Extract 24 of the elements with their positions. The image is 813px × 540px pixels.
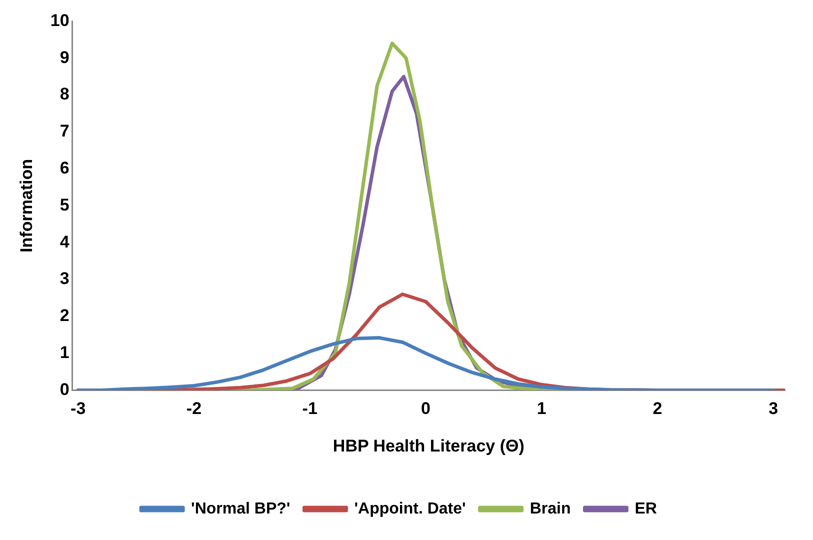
y-tick-label: 9 xyxy=(60,48,70,67)
x-tick-label: -3 xyxy=(70,399,86,418)
y-tick-label: 1 xyxy=(60,342,70,362)
y-tick-label: 10 xyxy=(50,10,70,30)
x-tick-label: 3 xyxy=(768,399,778,418)
legend-label: Brain xyxy=(530,500,571,518)
y-tick-label: 3 xyxy=(60,269,70,288)
x-axis-title: HBP Health Literacy (Θ) xyxy=(332,436,524,456)
y-tick-label: 2 xyxy=(60,306,70,326)
legend-label: 'Appoint. Date' xyxy=(354,500,466,518)
y-tick-label: 4 xyxy=(60,232,70,252)
x-tick-label: -1 xyxy=(302,399,318,418)
x-tick-label: 0 xyxy=(421,399,430,418)
y-axis-title: Information xyxy=(16,158,36,252)
legend-label: 'Normal BP?' xyxy=(191,500,290,518)
y-tick-label: 8 xyxy=(60,84,70,104)
y-tick-label: 0 xyxy=(60,380,70,399)
y-tick-label: 5 xyxy=(60,195,70,214)
x-tick-label: 1 xyxy=(536,399,546,418)
x-tick-label: 2 xyxy=(652,399,662,418)
x-tick-label: -2 xyxy=(186,399,202,418)
legend-label: ER xyxy=(634,500,658,518)
y-tick-label: 6 xyxy=(60,158,70,178)
y-tick-label: 7 xyxy=(60,122,70,141)
